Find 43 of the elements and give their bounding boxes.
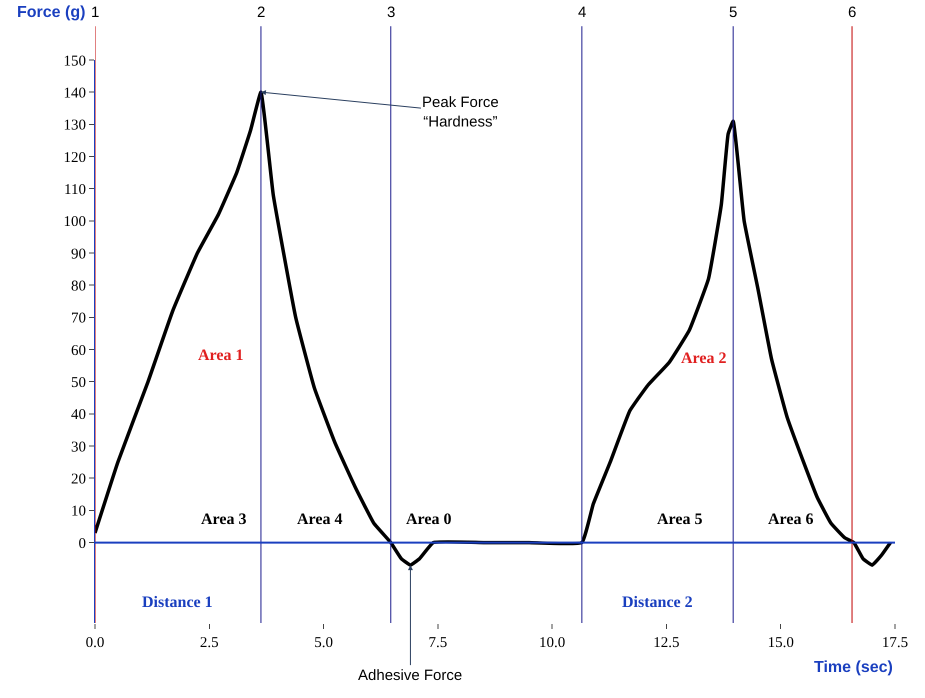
y-tick-label: 60 xyxy=(71,342,86,359)
y-tick-label: 0 xyxy=(78,536,86,552)
text: 5 xyxy=(729,4,738,21)
annotation: Area 6 xyxy=(768,511,814,528)
x-tick-label: 7.5 xyxy=(428,635,448,651)
x-tick-label: 5.0 xyxy=(314,635,333,651)
y-tick-label: 40 xyxy=(71,407,86,424)
y-tick-label: 140 xyxy=(64,85,86,102)
y-tick-label: 120 xyxy=(64,150,86,166)
annotation: Area 1 xyxy=(198,347,244,364)
x-tick-label: 10.0 xyxy=(539,635,566,651)
annotation: Area 2 xyxy=(681,350,726,367)
y-tick-label: 30 xyxy=(71,439,86,456)
annotation: Area 4 xyxy=(297,511,342,528)
x-tick-label: 12.5 xyxy=(653,635,680,651)
text: 1 xyxy=(91,4,100,21)
y-tick-label: 130 xyxy=(64,118,86,134)
annotation: Distance 2 xyxy=(622,594,693,611)
x-axis-title: Time (sec) xyxy=(814,659,893,676)
text: 6 xyxy=(848,4,856,21)
x-tick-label: 17.5 xyxy=(882,635,908,651)
y-tick-label: 50 xyxy=(71,374,86,391)
y-axis-title: Force (g) xyxy=(17,4,86,21)
x-tick-label: 2.5 xyxy=(200,635,219,651)
y-tick-label: 110 xyxy=(64,182,86,198)
x-tick-label: 0.0 xyxy=(86,635,104,651)
y-tick-label: 70 xyxy=(71,310,86,327)
y-tick-label: 20 xyxy=(71,471,86,488)
y-tick-label: 90 xyxy=(71,246,86,262)
annotation: Adhesive Force xyxy=(358,667,462,684)
y-tick-label: 80 xyxy=(71,278,86,294)
y-tick-label: 100 xyxy=(64,214,86,230)
y-tick-label: 150 xyxy=(64,53,86,70)
annotation: Area 5 xyxy=(657,511,702,528)
y-tick-label: 10 xyxy=(71,504,86,520)
annotation: Distance 1 xyxy=(142,594,213,611)
text: 4 xyxy=(578,4,586,21)
annotation: Area 3 xyxy=(201,511,246,528)
text: 2 xyxy=(257,4,266,21)
annotation: Peak Force “Hardness” xyxy=(422,94,499,130)
annotation: Area 0 xyxy=(406,511,452,528)
text: 3 xyxy=(387,4,396,21)
x-tick-label: 15.0 xyxy=(768,635,794,651)
